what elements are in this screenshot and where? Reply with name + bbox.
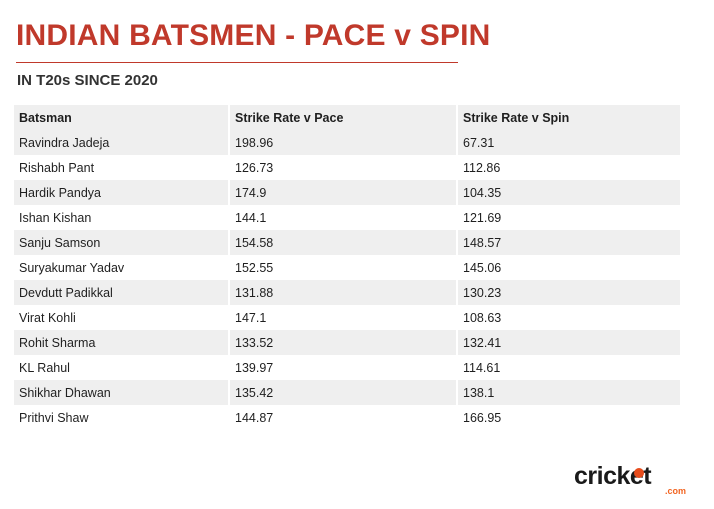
cell-strike-rate-pace: 198.96: [228, 130, 457, 155]
table-row: Rohit Sharma 133.52 132.41: [14, 330, 680, 355]
cell-strike-rate-pace: 135.42: [228, 380, 457, 405]
cell-strike-rate-spin: 67.31: [456, 130, 680, 155]
cell-batsman: Ishan Kishan: [19, 210, 92, 225]
cell-strike-rate-spin: 138.1: [456, 380, 680, 405]
cell-strike-rate-spin: 166.95: [456, 405, 680, 430]
cell-strike-rate-pace: 126.73: [228, 155, 457, 180]
table-row: Ravindra Jadeja 198.96 67.31: [14, 130, 680, 155]
title-underline: [16, 62, 458, 63]
cell-batsman: Rohit Sharma: [19, 335, 96, 350]
cell-strike-rate-pace: 139.97: [228, 355, 457, 380]
cell-strike-rate-pace: 131.88: [228, 280, 457, 305]
table-row: Hardik Pandya 174.9 104.35: [14, 180, 680, 205]
cell-strike-rate-pace: 144.1: [228, 205, 457, 230]
cell-batsman: Virat Kohli: [19, 310, 76, 325]
cell-batsman: Sanju Samson: [19, 235, 101, 250]
cell-strike-rate-spin: 148.57: [456, 230, 680, 255]
cell-batsman: Ravindra Jadeja: [19, 135, 110, 150]
table-row: Suryakumar Yadav 152.55 145.06: [14, 255, 680, 280]
cell-strike-rate-spin: 130.23: [456, 280, 680, 305]
cell-strike-rate-pace: 147.1: [228, 305, 457, 330]
table-row: Devdutt Padikkal 131.88 130.23: [14, 280, 680, 305]
cell-batsman: Prithvi Shaw: [19, 410, 89, 425]
page-subtitle: IN T20s SINCE 2020: [17, 72, 158, 89]
table-row: Ishan Kishan 144.1 121.69: [14, 205, 680, 230]
cell-strike-rate-spin: 108.63: [456, 305, 680, 330]
table-row: Sanju Samson 154.58 148.57: [14, 230, 680, 255]
table-row: Virat Kohli 147.1 108.63: [14, 305, 680, 330]
batsman-stats-table: Batsman Strike Rate v Pace Strike Rate v…: [14, 105, 680, 430]
cell-batsman: Rishabh Pant: [19, 160, 95, 175]
cell-strike-rate-spin: 114.61: [456, 355, 680, 380]
cell-batsman: Devdutt Padikkal: [19, 285, 113, 300]
column-header-strike-rate-pace: Strike Rate v Pace: [228, 105, 457, 130]
logo-ball-icon: [634, 468, 644, 478]
cell-batsman: Hardik Pandya: [19, 185, 101, 200]
table-row: Shikhar Dhawan 135.42 138.1: [14, 380, 680, 405]
cell-strike-rate-pace: 154.58: [228, 230, 457, 255]
cell-batsman: KL Rahul: [19, 360, 70, 375]
cell-strike-rate-spin: 145.06: [456, 255, 680, 280]
table-header-row: Batsman Strike Rate v Pace Strike Rate v…: [14, 105, 680, 130]
cell-strike-rate-spin: 104.35: [456, 180, 680, 205]
cell-strike-rate-pace: 133.52: [228, 330, 457, 355]
column-header-strike-rate-spin: Strike Rate v Spin: [456, 105, 680, 130]
table-row: Rishabh Pant 126.73 112.86: [14, 155, 680, 180]
cell-strike-rate-spin: 132.41: [456, 330, 680, 355]
cell-batsman: Suryakumar Yadav: [19, 260, 125, 275]
cell-strike-rate-spin: 112.86: [456, 155, 680, 180]
logo-suffix: .com: [665, 486, 686, 496]
table-row: Prithvi Shaw 144.87 166.95: [14, 405, 680, 430]
page-title: INDIAN BATSMEN - PACE v SPIN: [16, 19, 491, 52]
cell-batsman: Shikhar Dhawan: [19, 385, 111, 400]
cell-strike-rate-pace: 144.87: [228, 405, 457, 430]
cell-strike-rate-pace: 174.9: [228, 180, 457, 205]
cell-strike-rate-pace: 152.55: [228, 255, 457, 280]
table-body: Ravindra Jadeja 198.96 67.31 Rishabh Pant 12…: [14, 130, 680, 430]
table-row: KL Rahul 139.97 114.61: [14, 355, 680, 380]
cell-strike-rate-spin: 121.69: [456, 205, 680, 230]
cricket-com-logo: cricket .com: [574, 462, 686, 496]
column-header-batsman: Batsman: [19, 110, 72, 125]
